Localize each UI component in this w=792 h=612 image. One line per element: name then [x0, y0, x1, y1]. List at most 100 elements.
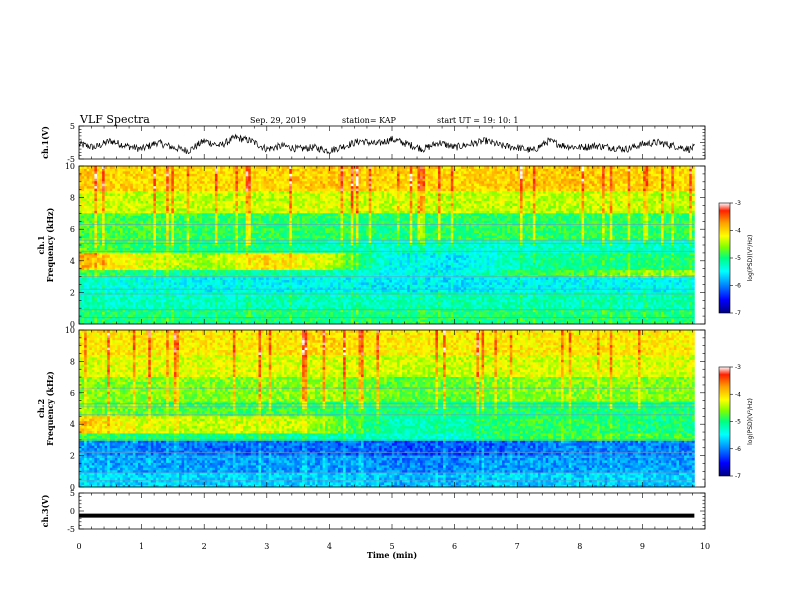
psd-cell — [566, 304, 569, 307]
psd-cell — [510, 302, 513, 305]
psd-cell — [456, 314, 459, 317]
psd-cell — [482, 297, 485, 300]
psd-cell — [253, 319, 256, 322]
psd-cell — [487, 302, 490, 305]
psd-cell — [507, 302, 510, 305]
psd-cell — [515, 307, 518, 310]
psd-cell — [274, 297, 277, 300]
psd-cell — [235, 304, 238, 307]
psd-cell — [228, 294, 231, 297]
psd-cell — [110, 294, 113, 297]
psd-cell — [392, 294, 395, 297]
psd-cell — [566, 314, 569, 317]
psd-cell — [582, 297, 585, 300]
psd-cell — [584, 297, 587, 300]
psd-cell — [271, 312, 274, 315]
psd-cell — [210, 312, 213, 315]
psd-cell — [515, 314, 518, 317]
psd-cell — [453, 297, 456, 300]
psd-cell — [428, 297, 431, 300]
psd-cell — [125, 319, 128, 322]
psd-cell — [633, 299, 636, 302]
psd-cell — [92, 319, 95, 322]
psd-cell — [425, 302, 428, 305]
psd-cell — [633, 307, 636, 310]
psd-cell — [371, 294, 374, 297]
psd-cell — [528, 299, 531, 302]
psd-cell — [464, 319, 467, 322]
psd-cell — [515, 294, 518, 297]
psd-cell — [84, 304, 87, 307]
psd-cell — [366, 297, 369, 300]
psd-cell — [464, 307, 467, 310]
psd-cell — [407, 302, 410, 305]
psd-cell — [282, 314, 285, 317]
psd-cell — [128, 312, 131, 315]
psd-cell — [543, 302, 546, 305]
psd-cell — [382, 304, 385, 307]
psd-cell — [623, 312, 626, 315]
psd-cell — [487, 304, 490, 307]
psd-cell — [430, 314, 433, 317]
psd-cell — [623, 299, 626, 302]
psd-cell — [641, 302, 644, 305]
psd-cell — [587, 294, 590, 297]
psd-cell — [284, 314, 287, 317]
psd-cell — [571, 314, 574, 317]
psd-cell — [533, 302, 536, 305]
psd-cell — [394, 307, 397, 310]
psd-cell — [569, 319, 572, 322]
psd-cell — [530, 307, 533, 310]
psd-cell — [117, 302, 120, 305]
psd-cell — [607, 297, 610, 300]
psd-cell — [671, 319, 674, 322]
psd-cell — [525, 294, 528, 297]
psd-cell — [184, 312, 187, 315]
psd-cell — [382, 294, 385, 297]
psd-cell — [371, 299, 374, 302]
psd-cell — [505, 299, 508, 302]
psd-cell — [584, 312, 587, 315]
psd-cell — [284, 299, 287, 302]
psd-cell — [664, 319, 667, 322]
psd-cell — [607, 314, 610, 317]
psd-cell — [458, 299, 461, 302]
psd-cell — [543, 297, 546, 300]
psd-cell — [602, 319, 605, 322]
psd-cell — [474, 302, 477, 305]
psd-cell — [279, 294, 282, 297]
psd-cell — [323, 304, 326, 307]
psd-cell — [530, 312, 533, 315]
psd-cell — [553, 297, 556, 300]
psd-cell — [228, 299, 231, 302]
psd-cell — [464, 294, 467, 297]
psd-cell — [435, 297, 438, 300]
psd-cell — [684, 299, 687, 302]
psd-cell — [261, 312, 264, 315]
psd-cell — [646, 299, 649, 302]
psd-cell — [664, 299, 667, 302]
psd-cell — [389, 297, 392, 300]
psd-cell — [574, 314, 577, 317]
psd-cell — [489, 312, 492, 315]
psd-cell — [646, 294, 649, 297]
psd-cell — [182, 294, 185, 297]
psd-cell — [251, 319, 254, 322]
psd-cell — [469, 319, 472, 322]
psd-cell — [674, 304, 677, 307]
ch1-spectrogram-panel: 0246810ch.1 Frequency (kHz) — [36, 162, 705, 329]
psd-cell — [207, 304, 210, 307]
psd-cell — [525, 312, 528, 315]
psd-cell — [400, 304, 403, 307]
psd-cell — [358, 297, 361, 300]
psd-cell — [228, 302, 231, 305]
psd-cell — [638, 314, 641, 317]
psd-cell — [587, 312, 590, 315]
psd-cell — [584, 307, 587, 310]
psd-cell — [217, 319, 220, 322]
psd-cell — [405, 314, 408, 317]
psd-cell — [407, 304, 410, 307]
psd-cell — [194, 299, 197, 302]
psd-cell — [484, 294, 487, 297]
psd-cell — [564, 302, 567, 305]
